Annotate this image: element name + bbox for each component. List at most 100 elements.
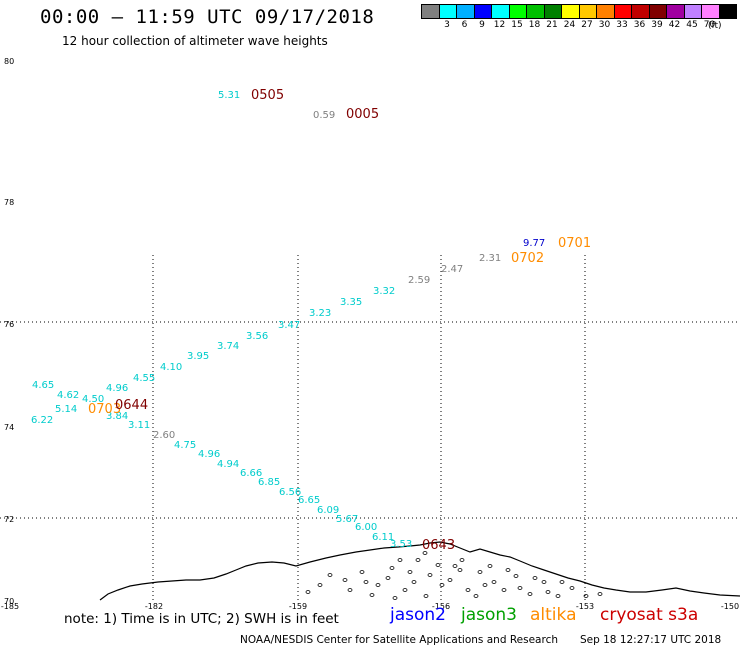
legend-swatch [683,4,702,19]
lake-marker [473,594,479,598]
wave-height-label: 4.55 [133,373,155,384]
sat-jason2: jason2 [390,605,446,625]
lake-marker [569,586,575,590]
legend-label: 18 [528,20,541,30]
wave-height-label: 3.32 [373,286,395,297]
lake-marker [477,570,483,574]
legend-swatches [421,4,737,19]
wave-height-label: 5.67 [336,514,358,525]
wave-height-label: 6.66 [240,468,262,479]
legend-labels: 3 6 9 12 15 18 21 24 27 30 33 36 39 42 45 70 [421,19,736,31]
lake-marker [359,570,365,574]
lake-marker [363,580,369,584]
legend-swatch [596,4,615,19]
lake-marker [545,590,551,594]
wave-height-label: 3.53 [390,539,412,550]
lake-marker [457,568,463,572]
wave-height-label: 6.22 [31,415,53,426]
lake-marker [491,580,497,584]
wave-height-label: 3.95 [187,351,209,362]
wave-height-label: 4.94 [217,459,239,470]
wave-height-label: 3.35 [340,297,362,308]
latitude-label: 78 [4,198,15,207]
lake-marker [427,573,433,577]
wave-height-label: 3.56 [246,331,268,342]
longitude-label: -150 [720,602,740,611]
lake-marker [527,592,533,596]
wave-height-label: 4.10 [160,362,182,373]
sat-jason3: jason3 [461,605,517,625]
lake-marker [392,596,398,600]
pass-time-label: 0505 [251,88,284,103]
pass-time-label: 0701 [558,236,591,251]
legend-swatch [631,4,650,19]
legend-swatch [648,4,667,19]
legend-swatch [613,4,632,19]
lake-marker [517,586,523,590]
latitude-label: 72 [4,515,15,524]
lake-marker [532,576,538,580]
lake-marker [482,583,488,587]
lake-marker [422,551,428,555]
lake-marker [327,573,333,577]
wave-height-label: 0.59 [313,110,335,121]
lake-marker [505,568,511,572]
lake-marker [415,558,421,562]
legend-label: 3 [444,20,450,30]
legend-label: 70 [703,20,716,30]
legend-swatch [456,4,475,19]
wave-height-label: 6.85 [258,477,280,488]
longitude-label: -185 [0,602,20,611]
coastline-path [99,541,740,601]
wave-height-label: 5.31 [218,90,240,101]
sat-cryosat-s3a: cryosat s3a [600,605,699,625]
legend-label: 6 [461,20,468,30]
pass-time-label: 0644 [115,398,148,413]
legend-label: 21 [546,20,558,30]
latitude-label: 80 [4,57,15,66]
lake-marker [375,583,381,587]
latitude-label: 76 [4,320,15,329]
wave-height-label: 2.31 [479,253,501,264]
legend-label: 30 [598,20,611,30]
legend-swatch [666,4,685,19]
longitude-label: -156 [431,602,451,611]
lake-marker [411,580,417,584]
map-subtitle: 12 hour collection of altimeter wave hei… [62,34,328,48]
legend-label: 42 [668,20,681,30]
lake-marker [347,588,353,592]
lake-marker [465,588,471,592]
legend-label: 45 [686,20,698,30]
legend-swatch [473,4,492,19]
wave-height-label: 3.74 [217,341,239,352]
wave-height-label: 4.50 [82,394,104,405]
lake-marker [487,564,493,568]
wave-height-label: 4.62 [57,390,79,401]
lake-marker [513,574,519,578]
lake-marker [501,588,507,592]
wave-height-label: 6.09 [317,505,339,516]
lake-marker [385,576,391,580]
legend-unit: (ft) [708,21,722,31]
longitude-label: -182 [144,602,164,611]
legend-swatch [421,4,440,19]
legend-label: 24 [563,20,576,30]
longitude-label: -153 [575,602,595,611]
wave-height-label: 3.84 [106,411,128,422]
coastline [99,541,740,601]
lake-marker [559,580,565,584]
latitude-label: 70 [4,597,15,606]
lake-marker [397,558,403,562]
lake-marker [402,588,408,592]
legend-label: 33 [616,20,628,30]
wave-height-label: 2.60 [153,430,175,441]
legend-swatch [701,4,720,19]
generated-timestamp: Sep 18 12:27:17 UTC 2018 [580,634,722,646]
lake-marker [447,578,453,582]
credit-text: NOAA/NESDIS Center for Satellite Applica… [240,634,558,646]
wave-height-label: 4.75 [174,440,196,451]
lake-marker [435,563,441,567]
wave-height-label: 3.23 [309,308,331,319]
lake-marker [597,592,603,596]
